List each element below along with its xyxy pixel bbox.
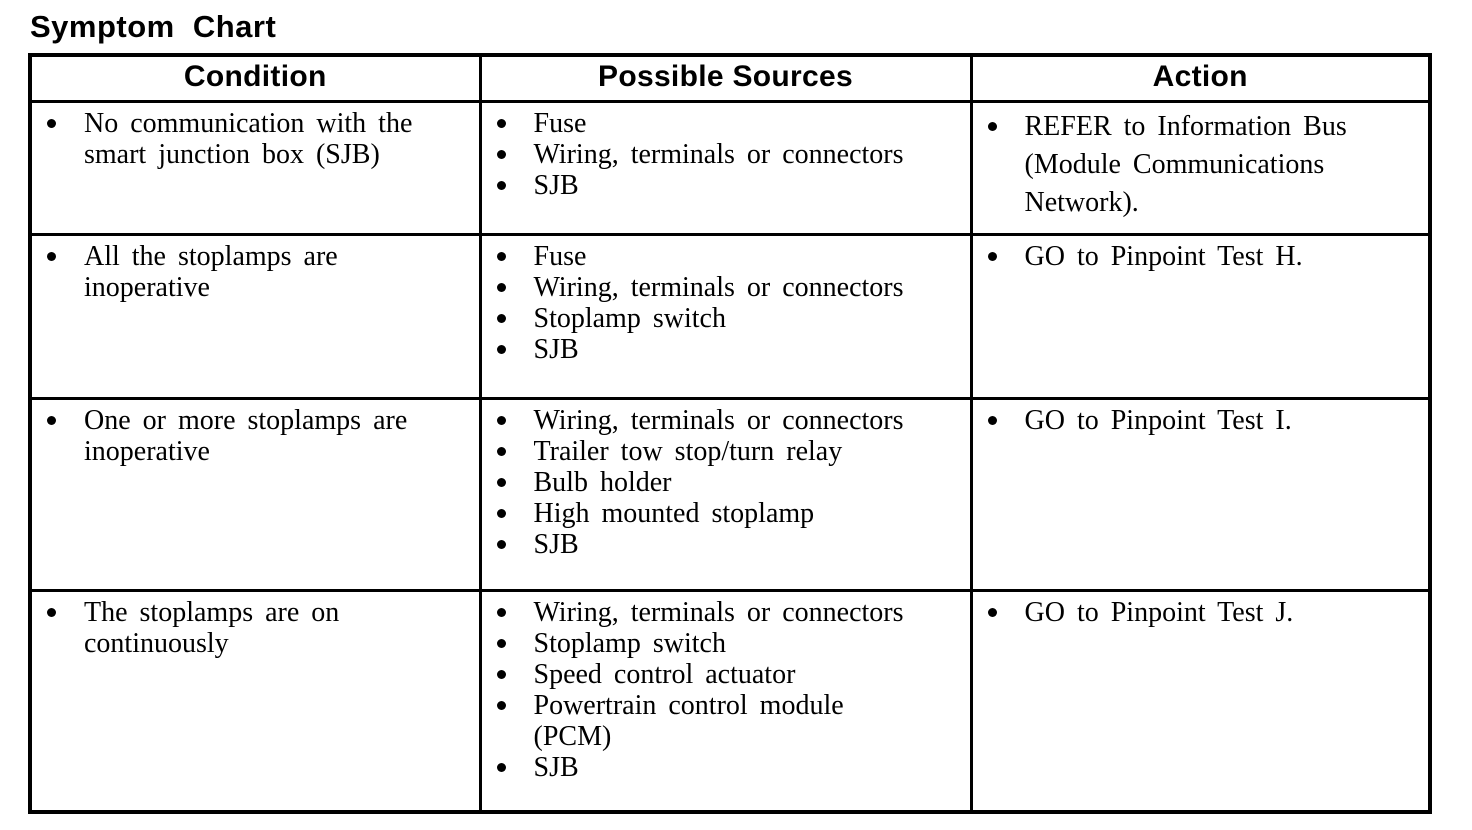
source-text: Wiring, terminals or connectors [533,597,904,628]
source-text: Bulb holder [533,467,672,498]
bullet-icon [47,119,56,128]
bullet-icon [987,252,997,261]
list-item: No communication with the smart junction… [32,108,473,170]
list-item: GO to Pinpoint Test H. [973,241,1423,272]
list-item: Stoplamp switch [482,303,964,334]
column-header-possible-sources: Possible Sources [478,53,973,103]
condition-text: No communication with the smart junction… [84,108,413,170]
column-header-condition: Condition [28,53,482,103]
list-item: Speed control actuator [482,659,964,690]
source-text: Stoplamp switch [533,303,726,334]
bullet-icon [496,119,506,128]
bullet-icon [496,670,506,679]
source-text: SJB [533,529,579,560]
list-item: Fuse [482,241,964,272]
action-cell: REFER to Information Bus (Module Communi… [969,100,1432,236]
bullet-icon [47,416,56,425]
source-text: Powertrain control module (PCM) [533,690,844,752]
list-item: Stoplamp switch [482,628,964,659]
list-item: One or more stoplamps are inoperative [32,405,473,467]
bullet-icon [987,608,997,617]
condition-cell: All the stoplamps are inoperative [28,233,482,400]
bullet-icon [496,150,506,159]
list-item: Trailer tow stop/turn relay [482,436,964,467]
action-text: GO to Pinpoint Test J. [1024,597,1294,628]
possible-sources-cell: Fuse Wiring, terminals or connectors SJB [478,100,973,236]
bullet-icon [496,252,506,261]
column-header-action: Action [969,53,1432,103]
list-item: SJB [482,170,964,201]
table-row: One or more stoplamps are inoperative Wi… [28,397,1432,592]
source-text: Speed control actuator [533,659,796,690]
action-text: GO to Pinpoint Test H. [1024,241,1303,272]
bullet-icon [987,122,997,131]
list-item: All the stoplamps are inoperative [32,241,473,303]
source-text: Fuse [533,108,587,139]
source-text: SJB [533,170,579,201]
table-row: The stoplamps are on continuously Wiring… [28,589,1432,813]
source-text: Trailer tow stop/turn relay [533,436,843,467]
symptom-chart-table: Condition Possible Sources Action No com… [28,53,1432,814]
source-text: High mounted stoplamp [533,498,815,529]
bullet-icon [496,345,506,354]
table-row: All the stoplamps are inoperative Fuse W… [28,233,1432,400]
list-item: SJB [482,334,964,365]
list-item: High mounted stoplamp [482,498,964,529]
source-text: SJB [533,752,579,783]
page-title: Symptom Chart [30,9,277,44]
bullet-icon [496,608,506,617]
possible-sources-cell: Wiring, terminals or connectors Trailer … [478,397,973,592]
list-item: Fuse [482,108,964,139]
bullet-icon [496,447,506,456]
source-text: SJB [533,334,579,365]
source-text: Wiring, terminals or connectors [533,139,904,170]
action-text: REFER to Information Bus (Module Communi… [1024,111,1347,218]
list-item: Wiring, terminals or connectors [482,272,964,303]
table-row: No communication with the smart junction… [28,100,1432,236]
bullet-icon [496,763,506,772]
possible-sources-cell: Wiring, terminals or connectors Stoplamp… [478,589,973,813]
condition-text: All the stoplamps are inoperative [84,241,338,303]
list-item: The stoplamps are on continuously [32,597,473,659]
bullet-icon [47,608,56,617]
list-item: GO to Pinpoint Test J. [973,597,1423,628]
list-item: Wiring, terminals or connectors [482,597,964,628]
list-item: Bulb holder [482,467,964,498]
bullet-icon [496,540,506,549]
condition-cell: No communication with the smart junction… [28,100,482,236]
bullet-icon [987,416,997,425]
bullet-icon [496,701,506,710]
action-cell: GO to Pinpoint Test I. [969,397,1432,592]
bullet-icon [496,639,506,648]
possible-sources-cell: Fuse Wiring, terminals or connectors Sto… [478,233,973,400]
condition-text: The stoplamps are on continuously [84,597,340,659]
list-item: Powertrain control module (PCM) [482,690,964,752]
list-item: Wiring, terminals or connectors [482,405,964,436]
bullet-icon [496,181,506,190]
bullet-icon [496,478,506,487]
list-item: SJB [482,529,964,560]
condition-cell: One or more stoplamps are inoperative [28,397,482,592]
list-item: GO to Pinpoint Test I. [973,405,1423,436]
table-header-row: Condition Possible Sources Action [28,53,1432,103]
condition-cell: The stoplamps are on continuously [28,589,482,813]
list-item: SJB [482,752,964,783]
bullet-icon [47,252,56,261]
source-text: Stoplamp switch [533,628,726,659]
bullet-icon [496,283,506,292]
action-cell: GO to Pinpoint Test J. [969,589,1432,813]
source-text: Fuse [533,241,587,272]
list-item: REFER to Information Bus (Module Communi… [973,108,1423,222]
action-cell: GO to Pinpoint Test H. [969,233,1432,400]
condition-text: One or more stoplamps are inoperative [84,405,408,467]
bullet-icon [496,314,506,323]
source-text: Wiring, terminals or connectors [533,272,904,303]
list-item: Wiring, terminals or connectors [482,139,964,170]
bullet-icon [496,509,506,518]
action-text: GO to Pinpoint Test I. [1024,405,1292,436]
bullet-icon [496,416,506,425]
source-text: Wiring, terminals or connectors [533,405,904,436]
